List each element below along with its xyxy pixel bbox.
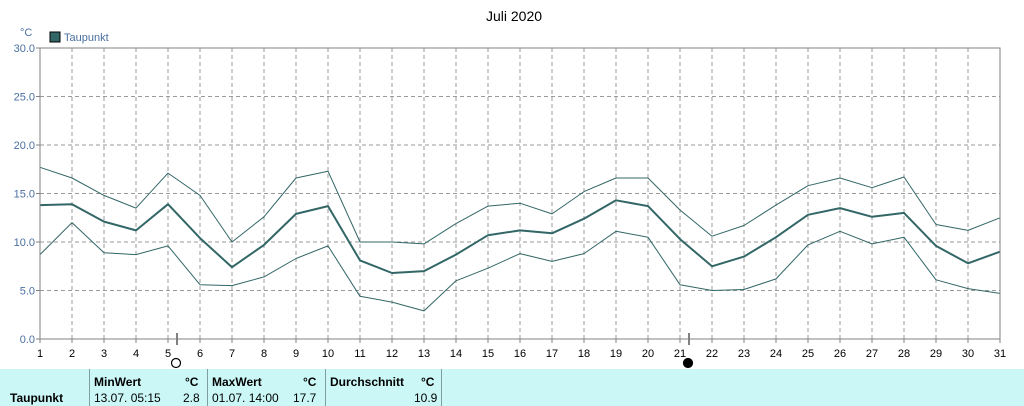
divider: [441, 369, 442, 406]
x-tick-label: 26: [834, 348, 846, 360]
x-tick-label: 5: [165, 348, 171, 360]
legend-swatch: [49, 31, 61, 43]
min-header: MinWert: [94, 375, 142, 389]
x-tick-label: 3: [101, 348, 107, 360]
x-axis: 1 2 3 4 5 6 7 8 9 10 11 12 13 14 15 16 17 18 19 20 21 22 23 24 2…: [37, 339, 1006, 360]
x-tick-label: 11: [354, 348, 365, 360]
x-tick-label: 29: [930, 348, 942, 360]
divider: [89, 369, 90, 406]
divider: [325, 369, 326, 406]
x-tick-label: 19: [610, 348, 622, 360]
series-line-mean: [39, 199, 1001, 274]
x-tick-label: 25: [802, 348, 814, 360]
x-tick-label: 20: [642, 348, 654, 360]
x-tick-label: 9: [293, 348, 299, 360]
max-datetime: 01.07. 14:00: [212, 391, 279, 405]
x-tick-label: 23: [738, 348, 750, 360]
y-axis-unit: °C: [20, 27, 32, 39]
plot-frame: [39, 47, 1001, 340]
x-tick-label: 2: [69, 348, 75, 360]
x-tick-label: 8: [261, 348, 267, 360]
avg-header: Durchschnitt: [330, 375, 405, 389]
chart-title: Juli 2020: [486, 8, 542, 24]
series-lines: [39, 166, 1001, 312]
min-datetime: 13.07. 05:15: [94, 391, 161, 405]
x-tick-label: 14: [450, 348, 462, 360]
min-value: 2.8: [183, 391, 200, 405]
x-tick-label: 10: [322, 348, 334, 360]
series-line-max: [39, 166, 1001, 245]
x-tick-label: 16: [514, 348, 526, 360]
dewpoint-chart: Juli 2020 °C Taupunkt 1 2 3 4 5 6 7 8 9 10 11 12 13 1…: [14, 8, 1006, 369]
x-tick-label: 27: [866, 348, 878, 360]
x-tick-label: 13: [418, 348, 430, 360]
stats-row-label: Taupunkt: [10, 391, 64, 405]
avg-unit: °C: [421, 375, 435, 389]
new-moon-icon: [682, 357, 694, 369]
avg-value: 10.9: [414, 391, 438, 405]
x-tick-label: 28: [898, 348, 910, 360]
x-tick-label: 24: [770, 348, 782, 360]
y-tick-label: 30.0: [14, 43, 35, 55]
y-tick-label: 5.0: [20, 286, 35, 298]
series-line-min: [39, 222, 1001, 312]
x-tick-label: 6: [197, 348, 203, 360]
max-header: MaxWert: [212, 375, 262, 389]
divider: [207, 369, 208, 406]
x-tick-label: 15: [482, 348, 494, 360]
y-tick-label: 25.0: [14, 92, 35, 104]
max-value: 17.7: [293, 391, 317, 405]
statistics-bar: Taupunkt MinWert °C 13.07. 05:15 2.8 Max…: [0, 369, 1024, 406]
x-tick-label: 18: [578, 348, 590, 360]
min-unit: °C: [185, 375, 199, 389]
y-axis: 0.0 5.0 10.0 15.0 20.0 25.0 30.0: [14, 43, 40, 346]
x-tick-label: 17: [546, 348, 558, 360]
x-tick-label: 31: [994, 348, 1006, 360]
x-tick-label: 21: [674, 348, 686, 360]
legend-label: Taupunkt: [64, 32, 109, 44]
y-tick-label: 10.0: [14, 237, 35, 249]
max-unit: °C: [303, 375, 317, 389]
x-tick-label: 12: [386, 348, 398, 360]
x-tick-label: 7: [229, 348, 235, 360]
gridlines: [40, 48, 1000, 339]
x-tick-label: 4: [133, 348, 139, 360]
y-tick-label: 20.0: [14, 140, 35, 152]
x-tick-label: 22: [706, 348, 718, 360]
y-tick-label: 15.0: [14, 189, 35, 201]
full-moon-icon: [170, 357, 182, 369]
y-tick-label: 0.0: [20, 334, 35, 346]
x-tick-label: 1: [37, 348, 43, 360]
x-tick-label: 30: [962, 348, 974, 360]
